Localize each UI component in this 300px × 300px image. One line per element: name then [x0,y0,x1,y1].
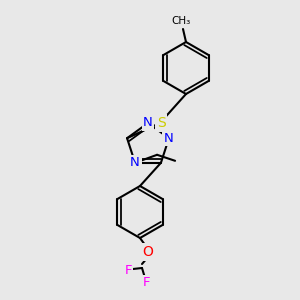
Text: N: N [164,132,174,145]
Text: O: O [142,245,153,259]
Text: F: F [142,277,150,290]
Text: CH₃: CH₃ [171,16,190,26]
Text: F: F [124,265,132,278]
Text: S: S [157,116,165,130]
Text: N: N [143,116,153,130]
Text: N: N [130,156,140,169]
